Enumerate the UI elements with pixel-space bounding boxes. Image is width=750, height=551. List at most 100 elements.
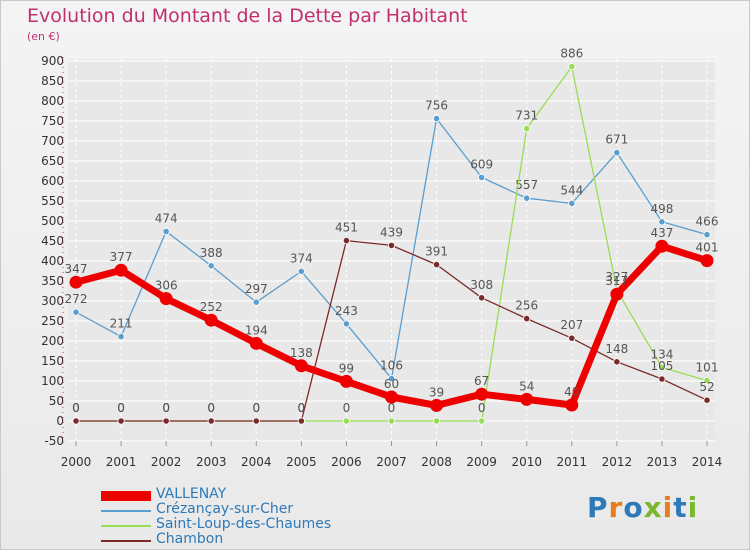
data-label: 306 (155, 279, 178, 293)
data-label: 0 (117, 401, 125, 415)
data-point (162, 227, 170, 235)
data-point (613, 149, 621, 157)
data-label: 39 (429, 385, 444, 399)
data-label: 101 (696, 361, 719, 375)
data-label: 54 (519, 379, 534, 393)
y-tick-label: 350 (41, 274, 64, 288)
data-point (475, 387, 489, 401)
y-tick-label: 500 (41, 214, 64, 228)
data-point (478, 173, 486, 181)
data-label: 308 (470, 278, 493, 292)
data-point (568, 62, 576, 71)
data-label: 0 (298, 401, 306, 415)
data-point (342, 417, 351, 425)
data-point (703, 376, 711, 385)
data-label: 466 (696, 215, 719, 229)
data-point (207, 417, 215, 425)
data-label: 243 (335, 304, 358, 318)
data-label: 388 (200, 246, 223, 260)
data-point (387, 374, 396, 383)
data-point (565, 398, 579, 412)
data-point (655, 239, 669, 253)
data-point (610, 287, 624, 301)
data-label: 374 (290, 251, 313, 265)
logo-letter: r (608, 491, 624, 524)
data-label: 0 (388, 401, 396, 415)
y-tick-label: 650 (41, 154, 64, 168)
data-label: 609 (470, 157, 493, 171)
x-tick-label: 2014 (692, 455, 723, 469)
data-label: 544 (560, 183, 583, 197)
x-tick-label: 2012 (602, 455, 633, 469)
x-tick-label: 2005 (286, 455, 317, 469)
legend-swatch (101, 510, 151, 512)
chart-title: Evolution du Montant de la Dette par Hab… (27, 5, 468, 27)
legend-label: Chambon (156, 531, 224, 547)
x-tick-label: 2009 (466, 455, 497, 469)
y-tick-label: 850 (41, 74, 64, 88)
data-label: 498 (650, 202, 673, 216)
data-point (523, 125, 531, 133)
data-label: 0 (162, 401, 170, 415)
data-label: 451 (335, 221, 358, 235)
data-label: 297 (245, 282, 268, 296)
data-point (69, 275, 83, 289)
data-point (252, 298, 260, 306)
logo-letter: P (587, 491, 609, 524)
x-tick-label: 2004 (241, 455, 272, 469)
data-label: 0 (207, 401, 215, 415)
data-point (613, 358, 621, 366)
y-tick-label: -50 (44, 434, 64, 448)
data-label: 52 (699, 380, 714, 394)
y-tick-label: 250 (41, 314, 64, 328)
x-tick-label: 2007 (376, 455, 407, 469)
data-label: 0 (207, 401, 215, 415)
data-label: 327 (605, 270, 628, 284)
data-label: 194 (245, 323, 268, 337)
y-tick-label: 700 (41, 134, 64, 148)
data-point (207, 262, 215, 270)
data-point (432, 417, 441, 425)
legend-swatch (101, 491, 151, 501)
data-point (432, 115, 441, 123)
x-tick-label: 2008 (421, 455, 452, 469)
y-tick-label: 800 (41, 94, 64, 108)
data-point (342, 237, 351, 245)
data-point (204, 313, 218, 327)
data-label: 0 (162, 401, 170, 415)
data-point (700, 254, 714, 268)
data-label: 474 (155, 211, 178, 225)
data-label: 391 (425, 245, 448, 259)
data-point (478, 417, 486, 425)
data-point (568, 334, 576, 342)
data-label: 272 (65, 292, 88, 306)
x-tick-label: 2011 (557, 455, 588, 469)
legend-label: VALLENAY (156, 486, 227, 502)
data-label: 0 (252, 401, 260, 415)
data-point (658, 218, 666, 226)
x-tick-label: 2002 (151, 455, 182, 469)
x-tick-label: 2000 (61, 455, 92, 469)
data-label: 437 (650, 226, 673, 240)
data-label: 756 (425, 99, 448, 113)
data-label: 67 (474, 374, 489, 388)
x-tick-label: 2013 (647, 455, 678, 469)
y-tick-label: 750 (41, 114, 64, 128)
data-label: 0 (252, 401, 260, 415)
data-label: 106 (380, 359, 403, 373)
data-label: 0 (72, 401, 80, 415)
data-label: 105 (650, 359, 673, 373)
data-point (432, 260, 441, 269)
legend-label: Crézançay-sur-Cher (156, 501, 294, 517)
data-label: 207 (560, 318, 583, 332)
x-tick-label: 2001 (106, 455, 137, 469)
data-label: 886 (560, 47, 583, 61)
data-point (72, 417, 80, 425)
data-point (478, 294, 486, 302)
data-label: 347 (65, 262, 88, 276)
data-label: 0 (298, 401, 306, 415)
data-label: 60 (384, 377, 399, 391)
data-label: 671 (605, 133, 628, 147)
